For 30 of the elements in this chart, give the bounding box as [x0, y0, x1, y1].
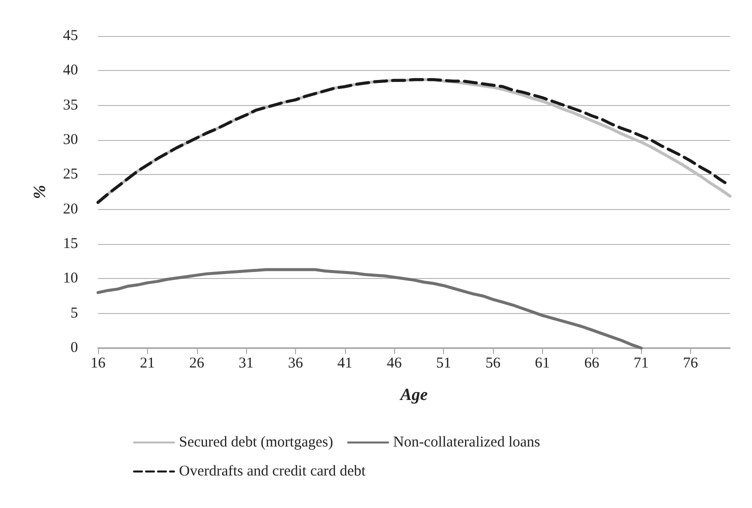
x-tick-label: 16: [90, 356, 106, 372]
x-tick-label: 76: [683, 356, 698, 372]
y-tick-label: 5: [70, 305, 78, 322]
x-tick-label: 36: [288, 356, 304, 372]
legend-label: Non-collateralized loans: [393, 434, 540, 450]
y-tick-label: 20: [63, 201, 78, 218]
x-tick-label: 61: [534, 356, 550, 372]
x-tick-label: 66: [584, 356, 600, 372]
x-tick-label: 26: [189, 356, 205, 372]
y-tick-label: 10: [63, 270, 78, 287]
y-tick-label: 30: [63, 132, 78, 148]
y-tick-label: 15: [63, 236, 78, 252]
x-tick-label: 31: [238, 356, 254, 372]
x-tick-label: 46: [386, 356, 402, 372]
y-tick-label: 35: [63, 97, 78, 114]
x-tick-label: 41: [337, 356, 352, 372]
line-series: [96, 78, 732, 204]
legend-label: Secured debt (mortgages): [179, 434, 334, 450]
line-series: [96, 268, 643, 350]
y-tick-label: 25: [63, 166, 78, 183]
y-tick-label: 40: [63, 62, 78, 79]
legend-label: Overdrafts and credit card debt: [179, 464, 366, 480]
y-axis-title: %: [30, 184, 49, 200]
x-tick-label: 71: [634, 356, 649, 372]
x-tick-label: 21: [140, 356, 155, 372]
x-tick-label: 56: [486, 356, 501, 372]
y-tick-label: 45: [63, 28, 78, 44]
x-tick-label: 51: [436, 356, 452, 372]
x-axis-title: Age: [399, 385, 428, 404]
y-tick-label: 0: [70, 340, 78, 356]
